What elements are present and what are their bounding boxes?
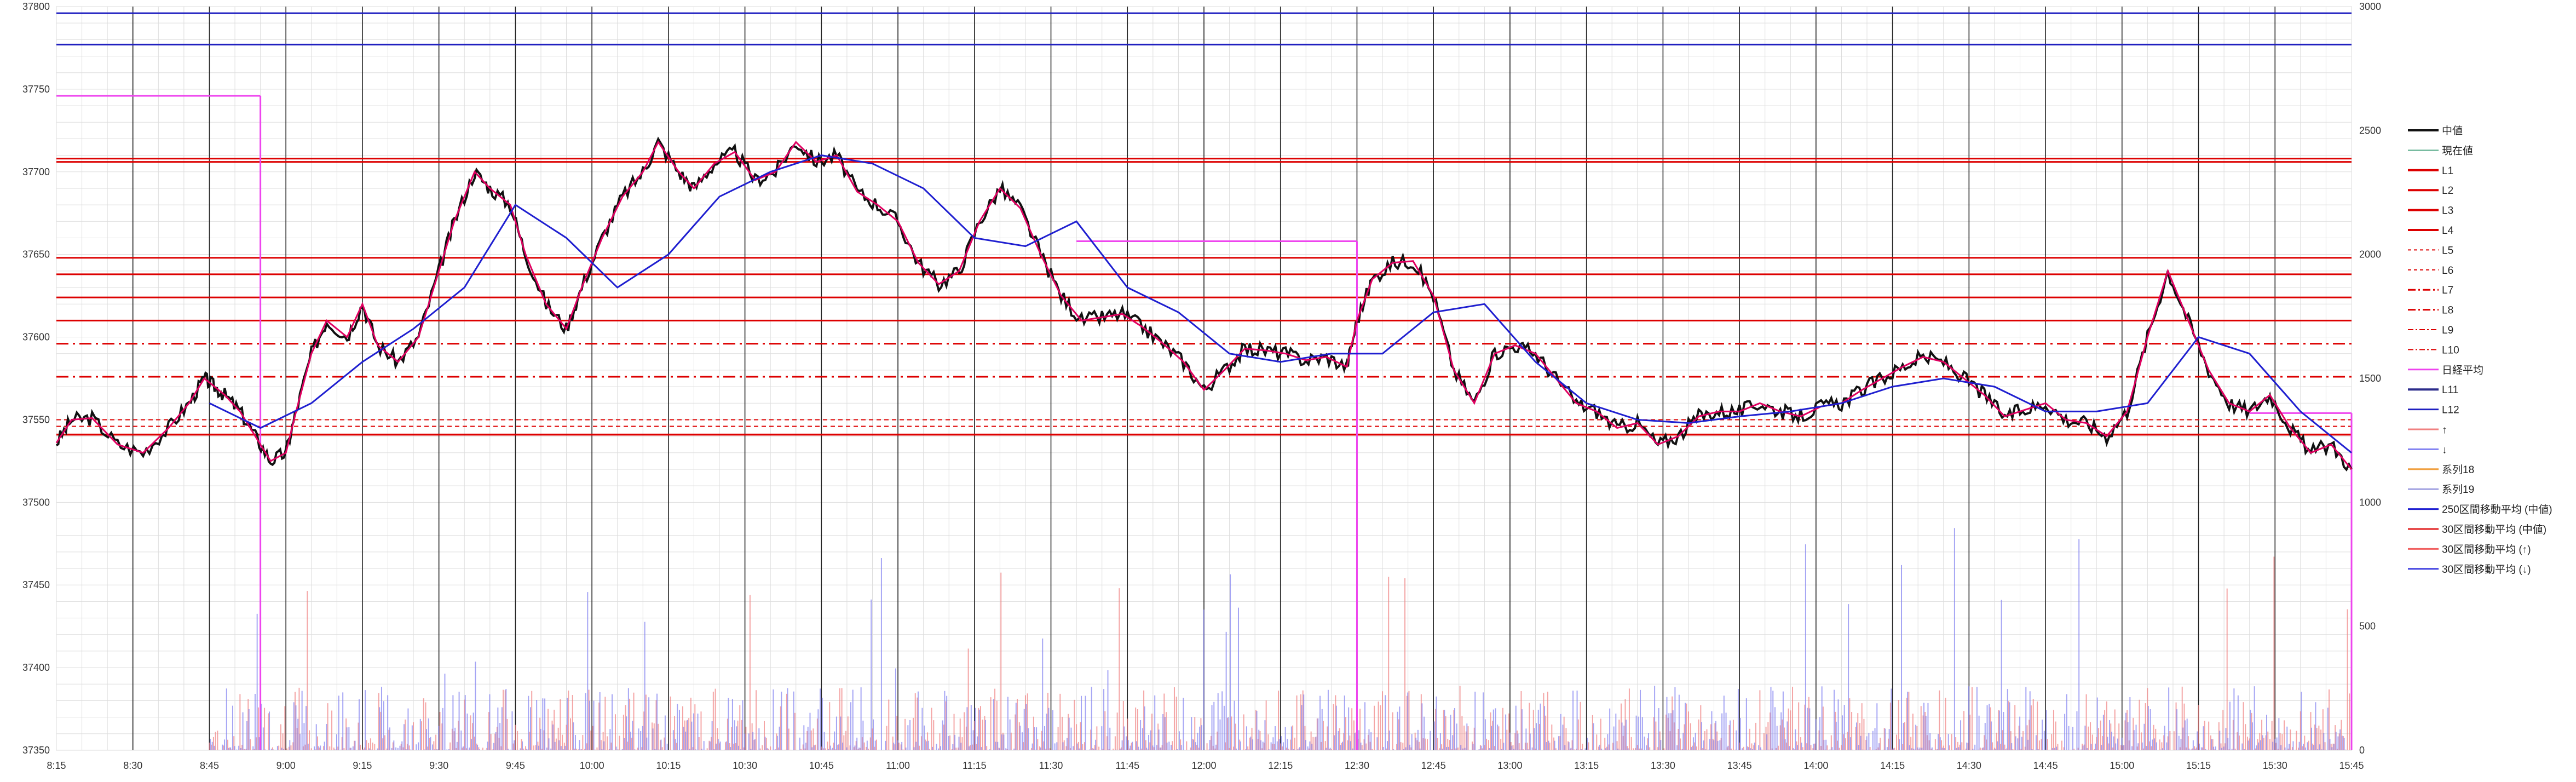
series-line-ma30-median [55,140,2353,470]
x-tick-label: 14:45 [2033,760,2058,771]
x-tick-label: 11:30 [1039,760,1063,771]
x-tick-label: 8:30 [123,760,142,771]
series-line-ma250 [209,154,2352,453]
x-tick-label: 9:00 [276,760,296,771]
legend-label: 系列19 [2442,484,2474,496]
x-tick-label: 13:30 [1651,760,1675,771]
legend-label: 30区間移動平均 (↓) [2442,564,2531,576]
x-tick-label: 9:15 [353,760,372,771]
horizontal-levels [56,12,2352,436]
y-tick-label: 37700 [22,166,50,177]
legend-label: ↑ [2442,424,2447,436]
x-tick-label: 10:15 [656,760,681,771]
legend-label: L7 [2442,285,2453,296]
x-tick-label: 14:30 [1957,760,1981,771]
legend-label: L10 [2442,344,2459,356]
x-tick-label: 9:30 [429,760,448,771]
legend-label: ↓ [2442,444,2447,456]
legend-label: 日経平均 [2442,364,2483,376]
legend-label: L2 [2442,185,2453,197]
x-tick-label: 12:00 [1191,760,1216,771]
volume-bars [209,528,2353,750]
legend-label: L1 [2442,165,2453,177]
x-tick-label: 15:30 [2263,760,2287,771]
y-axis-ticks: 37350 37400 37450 37500 37550 37600 37650 37700… [22,1,50,756]
x-tick-label: 11:15 [963,760,987,771]
y-tick-label: 37450 [22,579,50,590]
x-tick-label: 14:00 [1803,760,1828,771]
x-tick-label: 9:45 [506,760,525,771]
x-tick-label: 13:00 [1497,760,1522,771]
y2-tick-label: 1000 [2359,497,2381,508]
y-tick-label: 37500 [22,497,50,508]
legend-label: 中値 [2442,125,2463,137]
legend-label: 系列18 [2442,464,2474,476]
x-tick-label: 11:45 [1115,760,1139,771]
legend-label: 30区間移動平均 (中値) [2442,524,2546,536]
y-tick-label: 37750 [22,84,50,95]
legend-label: L8 [2442,305,2453,317]
x-tick-label: 11:00 [886,760,910,771]
x-tick-label: 15:00 [2110,760,2134,771]
y2-tick-label: 1500 [2359,373,2381,384]
legend-label: L9 [2442,325,2453,336]
y-tick-label: 37400 [22,662,50,673]
y2-tick-label: 500 [2359,621,2376,632]
legend-label: 250区間移動平均 (中値) [2442,504,2552,516]
y-tick-label: 37800 [22,1,50,12]
series-lines [55,136,2353,472]
x-tick-label: 12:45 [1421,760,1446,771]
x-tick-label: 13:15 [1574,760,1599,771]
hour-vertical-lines [132,7,2276,750]
y-tick-label: 37600 [22,332,50,343]
x-tick-label: 10:30 [733,760,757,771]
x-tick-label: 8:15 [47,760,66,771]
legend-label: L6 [2442,265,2453,277]
x-tick-label: 15:45 [2339,760,2364,771]
x-axis-ticks: 8:15 8:30 8:45 9:00 9:15 9:30 9:45 10:00 10:15 10… [47,760,2364,771]
x-tick-label: 12:15 [1268,760,1293,771]
x-tick-label: 15:15 [2186,760,2211,771]
y-tick-label: 37550 [22,414,50,425]
legend-label: L3 [2442,205,2453,217]
x-tick-label: 8:45 [200,760,219,771]
x-tick-label: 12:30 [1345,760,1369,771]
legend-label: L11 [2442,384,2458,396]
legend-label: L4 [2442,225,2454,237]
x-tick-label: 10:00 [580,760,604,771]
legend-label: 現在値 [2442,145,2473,157]
legend-label: L5 [2442,245,2453,256]
y2-tick-label: 2500 [2359,125,2381,136]
y2-tick-label: 0 [2359,745,2365,756]
y-tick-label: 37650 [22,249,50,260]
y-tick-label: 37350 [22,745,50,756]
x-tick-label: 14:15 [1880,760,1905,771]
y2-tick-label: 2000 [2359,249,2381,260]
y2-tick-label: 3000 [2359,1,2381,12]
x-tick-label: 10:45 [809,760,834,771]
y2-axis-ticks: 0 500 1000 1500 2000 2500 3000 [2359,1,2381,756]
legend-label: L12 [2442,405,2459,416]
legend-label: 30区間移動平均 (↑) [2442,543,2531,555]
x-tick-label: 13:45 [1727,760,1752,771]
